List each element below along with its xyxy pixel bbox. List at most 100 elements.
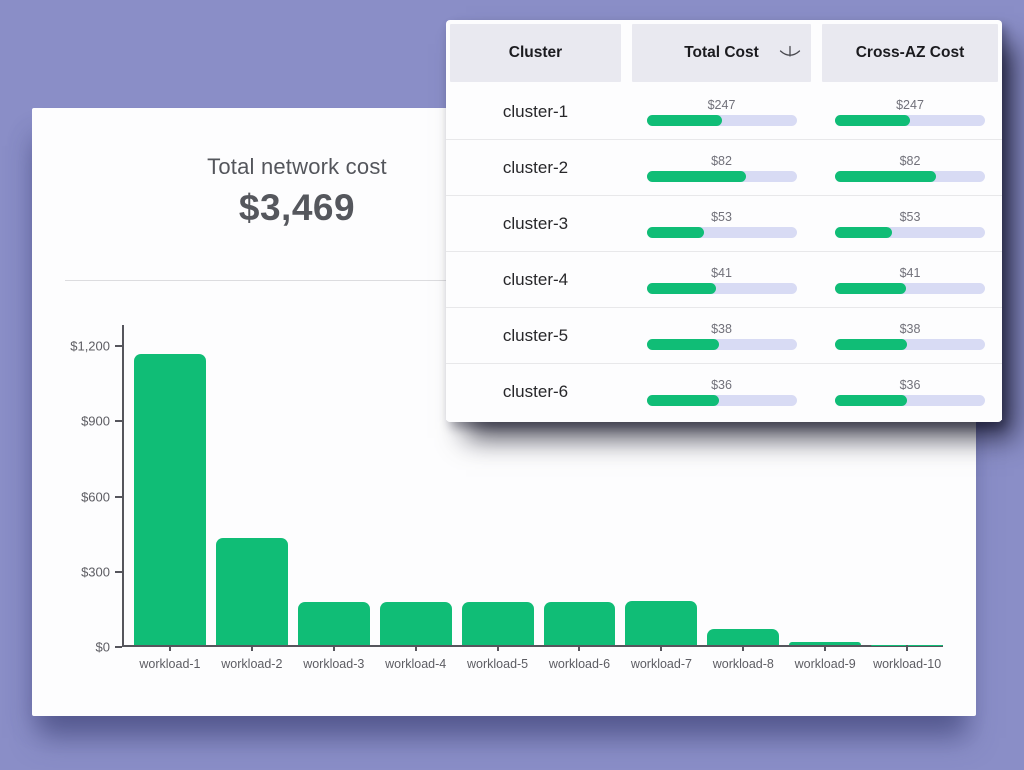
total-cost-cell: $247 — [632, 84, 811, 139]
cross-az-cost-cell: $36 — [822, 364, 998, 420]
total-cost-cell: $82 — [632, 140, 811, 195]
cross-az-cost-meter — [835, 395, 985, 406]
total-cost-value: $82 — [711, 153, 732, 168]
total-cost-meter — [646, 170, 797, 182]
bar-workload-9 — [789, 642, 862, 645]
total-cost-meter — [646, 338, 797, 350]
stat-title: Total network cost — [207, 154, 387, 179]
y-axis-tick-label: $0 — [95, 639, 110, 655]
x-axis-label: workload-3 — [298, 645, 370, 671]
total-cost-meter — [646, 114, 797, 126]
column-header-cluster[interactable]: Cluster — [450, 24, 621, 82]
column-header-total-cost[interactable]: Total Cost — [632, 24, 811, 82]
total-cost-meter-fill — [646, 226, 704, 238]
total-cost-meter-fill — [646, 170, 746, 182]
table-row-cluster-4[interactable]: cluster-4 $41 $41 — [446, 252, 1002, 308]
table-header: Cluster Total Cost Cross-AZ Cost — [450, 24, 998, 82]
cross-az-cost-meter — [835, 226, 985, 238]
table-row-cluster-6[interactable]: cluster-6 $36 $36 — [446, 364, 1002, 420]
cross-az-cost-meter-fill — [835, 395, 907, 406]
cluster-name: cluster-1 — [502, 101, 569, 121]
cross-az-cost-cell: $247 — [822, 84, 998, 139]
x-axis-label: workload-2 — [216, 645, 288, 671]
x-axis-label: workload-1 — [134, 645, 206, 671]
x-axis-label: workload-4 — [380, 645, 452, 671]
bar-workload-4 — [379, 601, 452, 645]
bar-workload-2 — [215, 538, 288, 645]
cross-az-cost-meter — [835, 338, 985, 350]
column-header-label: Cluster — [508, 44, 563, 61]
cross-az-cost-meter-fill — [835, 282, 906, 294]
cross-az-cost-meter-fill — [835, 226, 892, 238]
total-cost-meter-fill — [646, 114, 722, 126]
cluster-name: cluster-2 — [502, 157, 569, 177]
bar-workload-1 — [134, 354, 206, 645]
x-axis-label: workload-6 — [544, 645, 616, 671]
x-axis-label: workload-9 — [789, 645, 861, 671]
x-axis-label: workload-5 — [462, 645, 534, 671]
bar-workload-5 — [461, 601, 534, 645]
cross-az-cost-value: $247 — [896, 97, 924, 112]
y-axis-tick — [115, 420, 122, 423]
total-cost-value: $41 — [711, 265, 732, 280]
total-cost-meter-fill — [646, 338, 719, 350]
cross-az-cost-value: $36 — [899, 378, 921, 392]
column-header-cross-az-cost[interactable]: Cross-AZ Cost — [822, 24, 998, 82]
total-cost-value: $247 — [707, 97, 736, 112]
total-cost-meter — [646, 282, 797, 294]
total-cost-value: $36 — [711, 378, 732, 392]
cross-az-cost-meter — [835, 282, 985, 294]
cluster-name: cluster-3 — [502, 213, 569, 233]
stat-block: Total network cost $3,469 — [32, 154, 562, 229]
total-cost-meter — [646, 226, 797, 238]
x-axis-labels: workload-1 workload-2 workload-3 workload-4… — [124, 645, 943, 671]
total-cost-cell: $41 — [632, 252, 811, 307]
total-cost-cell: $38 — [632, 308, 811, 363]
total-cost-meter-fill — [646, 395, 719, 406]
bar-workload-3 — [297, 601, 370, 645]
total-cost-cell: $36 — [632, 364, 811, 420]
cross-az-cost-cell: $82 — [822, 140, 998, 195]
column-header-label: Cross-AZ Cost — [855, 44, 965, 61]
bar-workload-7 — [625, 601, 698, 645]
cross-az-cost-meter — [835, 114, 985, 126]
workload-cost-bar-chart: $0 $300 $600 $900 $1,200 workload-1 workload-… — [70, 325, 944, 671]
y-axis-tick-label: $300 — [81, 564, 110, 580]
cluster-cost-table-card: Cluster Total Cost Cross-AZ Cost cluster… — [446, 20, 1002, 422]
table-body: cluster-1 $247 $247 cluster-2 $82 $82 cluster-… — [446, 84, 1002, 420]
stat-value: $3,469 — [238, 187, 356, 228]
y-axis-tick — [115, 646, 122, 648]
cross-az-cost-meter — [835, 170, 985, 182]
cross-az-cost-cell: $38 — [822, 308, 998, 363]
y-axis-tick — [115, 495, 122, 498]
total-cost-value: $38 — [711, 321, 732, 336]
total-cost-value: $53 — [711, 209, 732, 224]
bar-workload-6 — [543, 602, 616, 645]
y-axis-tick-label: $900 — [81, 413, 110, 429]
cluster-name: cluster-6 — [502, 382, 569, 401]
total-cost-meter — [646, 395, 797, 406]
bars-container — [124, 325, 944, 645]
cross-az-cost-value: $82 — [899, 153, 921, 168]
sort-descending-arrow-icon[interactable] — [779, 45, 801, 61]
cluster-name: cluster-4 — [502, 269, 569, 289]
cross-az-cost-value: $41 — [899, 265, 921, 280]
cross-az-cost-cell: $41 — [822, 252, 998, 307]
y-axis-tick-label: $1,200 — [70, 338, 110, 354]
x-axis-label: workload-7 — [625, 645, 697, 671]
table-row-cluster-1[interactable]: cluster-1 $247 $247 — [446, 84, 1002, 140]
column-header-label: Total Cost — [684, 44, 759, 61]
cross-az-cost-meter-fill — [835, 114, 910, 126]
y-axis-tick-label: $600 — [81, 489, 110, 505]
cross-az-cost-value: $53 — [899, 209, 921, 224]
y-axis-tick — [115, 570, 122, 573]
cross-az-cost-meter-fill — [835, 170, 936, 182]
cross-az-cost-cell: $53 — [822, 196, 998, 251]
cluster-name: cluster-5 — [502, 325, 569, 345]
table-row-cluster-2[interactable]: cluster-2 $82 $82 — [446, 140, 1002, 196]
table-row-cluster-5[interactable]: cluster-5 $38 $38 — [446, 308, 1002, 364]
x-axis-label: workload-8 — [707, 645, 779, 671]
table-row-cluster-3[interactable]: cluster-3 $53 $53 — [446, 196, 1002, 252]
y-axis-tick — [115, 345, 122, 348]
bar-workload-8 — [707, 628, 780, 645]
